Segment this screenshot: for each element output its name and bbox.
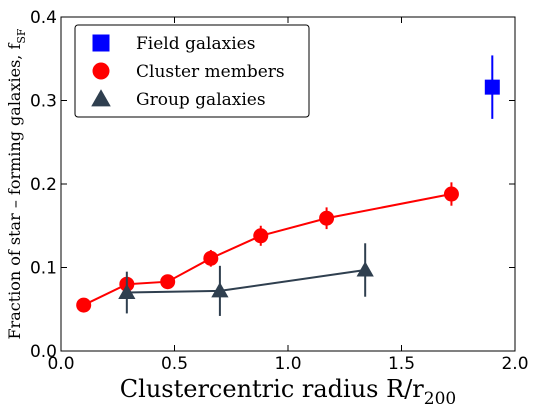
x-tick-label: 0.5 xyxy=(161,354,188,374)
y-tick-label: 0.4 xyxy=(30,8,57,28)
x-axis-label-main: Clustercentric radius R/r xyxy=(120,375,424,403)
y-axis-label-subscript: SF xyxy=(15,28,28,44)
x-tick-label: 1.0 xyxy=(274,354,301,374)
legend-label: Group galaxies xyxy=(136,90,266,110)
legend-label: Cluster members xyxy=(136,62,285,82)
y-axis-label-main: Fraction of star – forming galaxies, f xyxy=(5,43,24,340)
legend-box xyxy=(74,24,310,118)
data-point-triangle xyxy=(356,261,374,277)
x-tick-label: 2.0 xyxy=(501,354,528,374)
x-tick-label: 0.0 xyxy=(47,354,74,374)
y-axis-label: Fraction of star – forming galaxies, fSF xyxy=(5,28,28,339)
series-square xyxy=(484,55,500,119)
x-axis-label: Clustercentric radius R/r200 xyxy=(120,375,456,409)
data-point-circle xyxy=(443,186,459,202)
y-tick-label: 0.2 xyxy=(30,175,57,195)
data-point-circle xyxy=(203,250,219,266)
x-axis-label-subscript: 200 xyxy=(424,389,456,409)
axis-ticks: 0.0 0.5 1.0 1.5 2.0 0.0 0.1 0.2 0.3 0.4 xyxy=(30,8,529,374)
data-point-triangle xyxy=(211,282,229,298)
legend-marker-circle xyxy=(92,62,110,80)
data-point-square xyxy=(484,79,500,95)
data-point-circle xyxy=(319,210,335,226)
data-point-triangle xyxy=(118,283,136,300)
data-point-circle xyxy=(76,297,92,313)
data-point-circle xyxy=(253,228,269,244)
data-point-circle xyxy=(160,274,176,290)
legend: Field galaxies Cluster members Group galax… xyxy=(74,24,310,118)
data-layer xyxy=(76,55,500,316)
series-line xyxy=(83,193,452,306)
legend-marker-triangle xyxy=(91,89,111,107)
legend-marker-square xyxy=(92,34,110,52)
x-tick-label: 1.5 xyxy=(388,354,415,374)
legend-items: Field galaxies Cluster members Group galax… xyxy=(91,34,285,110)
series-triangle xyxy=(118,243,374,316)
y-tick-label: 0.1 xyxy=(30,259,57,279)
y-tick-label: 0.0 xyxy=(30,342,57,362)
y-tick-label: 0.3 xyxy=(30,92,57,112)
legend-label: Field galaxies xyxy=(136,34,255,54)
series-circle xyxy=(76,182,459,313)
